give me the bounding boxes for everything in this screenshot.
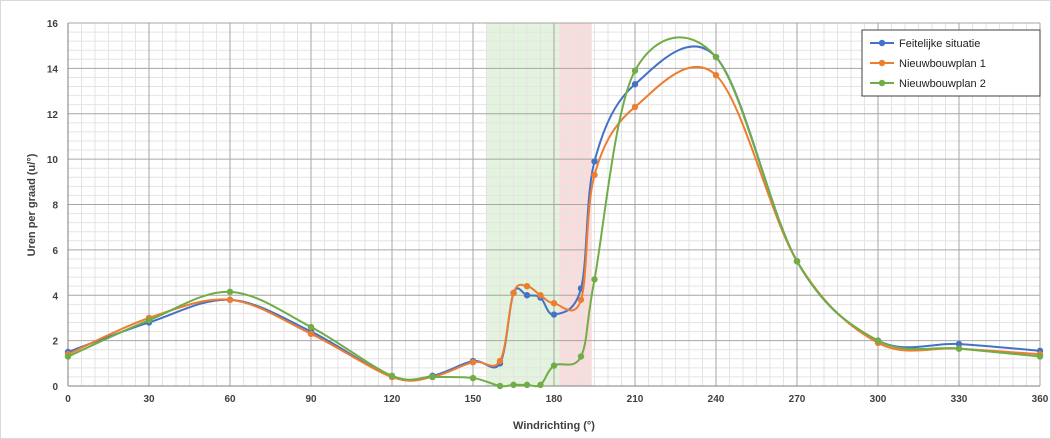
data-point <box>537 292 544 299</box>
x-tick-label: 120 <box>384 394 401 405</box>
x-tick-label: 360 <box>1032 394 1049 405</box>
data-point <box>955 340 963 348</box>
y-tick-label: 6 <box>52 246 58 257</box>
data-point <box>550 362 558 369</box>
legend-swatch-marker <box>878 59 886 67</box>
data-point <box>226 288 234 296</box>
y-tick-label: 4 <box>52 291 58 302</box>
data-point <box>712 53 720 61</box>
data-point <box>429 373 436 381</box>
data-point <box>388 372 396 379</box>
data-point <box>307 330 315 338</box>
y-axis-title: Uren per graad (u/°) <box>26 153 38 256</box>
data-point <box>496 382 504 390</box>
x-tick-label: 90 <box>305 394 317 405</box>
data-point <box>469 374 477 382</box>
legend-swatch-marker <box>878 39 886 47</box>
y-tick-label: 2 <box>52 337 58 348</box>
x-tick-label: 180 <box>546 394 563 405</box>
x-axis-title: Windrichting (°) <box>513 420 595 432</box>
legend-label: Nieuwbouwplan 1 <box>899 58 986 70</box>
tick-labels: 0 30 60 90 120 150 180 210 240 270 300 330 360 0 2 4 6 8 1… <box>47 19 1049 405</box>
legend-label: Feitelijke situatie <box>899 38 980 50</box>
legend-swatch-marker <box>878 79 886 87</box>
data-point <box>591 158 598 165</box>
x-tick-label: 330 <box>951 394 968 405</box>
x-tick-label: 300 <box>870 394 887 405</box>
data-point <box>64 353 72 360</box>
x-tick-label: 240 <box>708 394 725 405</box>
data-point <box>307 323 315 331</box>
y-tick-label: 12 <box>47 110 59 121</box>
series-lines <box>64 36 1044 390</box>
data-point <box>631 67 639 74</box>
data-point <box>510 289 517 297</box>
y-tick-label: 0 <box>52 382 58 393</box>
data-point <box>955 345 963 352</box>
data-point <box>537 381 544 389</box>
y-tick-label: 16 <box>47 19 59 30</box>
data-point <box>591 171 598 179</box>
data-point <box>631 103 639 111</box>
x-tick-label: 30 <box>143 394 155 405</box>
data-point <box>550 311 558 318</box>
data-point <box>793 258 801 265</box>
legend-label: Nieuwbouwplan 2 <box>899 78 986 90</box>
data-point <box>577 353 585 360</box>
data-point <box>874 337 882 344</box>
data-point <box>550 299 558 307</box>
data-point <box>1036 353 1044 360</box>
x-tick-label: 150 <box>465 394 482 405</box>
data-point <box>591 276 598 283</box>
data-point <box>523 282 531 290</box>
y-tick-label: 8 <box>52 201 58 212</box>
series-3 <box>64 36 1044 390</box>
data-point <box>510 381 517 389</box>
data-point <box>226 296 234 303</box>
data-point <box>712 71 720 79</box>
x-tick-label: 0 <box>65 394 71 405</box>
data-point <box>523 381 531 389</box>
data-point <box>523 292 531 299</box>
axes <box>67 23 1040 387</box>
data-point <box>631 81 639 88</box>
y-tick-label: 14 <box>47 64 59 75</box>
y-tick-label: 10 <box>47 155 59 166</box>
data-point <box>469 358 477 366</box>
data-point <box>145 317 153 324</box>
data-point <box>496 357 504 365</box>
x-tick-label: 270 <box>789 394 806 405</box>
x-tick-label: 60 <box>224 394 236 405</box>
legend: Feitelijke situatie Nieuwbouwplan 1 Nieuwb… <box>861 29 1041 97</box>
x-tick-label: 210 <box>627 394 644 405</box>
data-point <box>577 296 585 303</box>
